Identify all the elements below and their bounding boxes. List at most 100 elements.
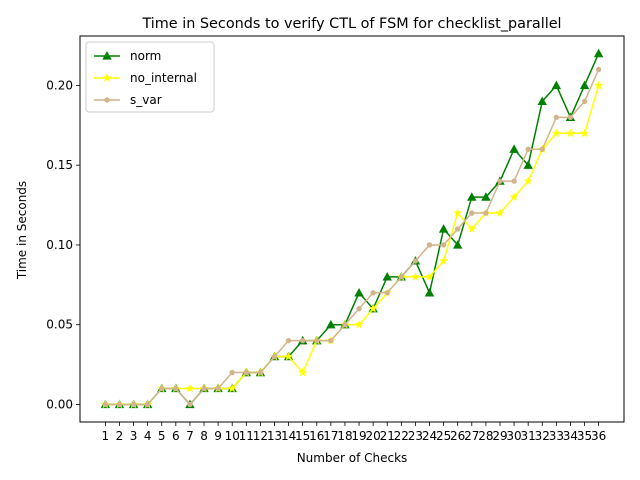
y-axis-label: Time in Seconds: [15, 181, 29, 280]
data-point: [551, 80, 562, 90]
data-point: [173, 385, 179, 392]
x-tick-label: 29: [492, 429, 507, 443]
x-tick-label: 28: [478, 429, 493, 443]
data-point: [483, 210, 489, 216]
legend-label: no_internal: [130, 71, 197, 85]
data-point: [509, 144, 519, 153]
x-tick-label: 34: [563, 429, 578, 443]
x-tick-label: 30: [506, 429, 521, 443]
data-point: [384, 290, 390, 296]
data-point: [201, 385, 207, 392]
legend-marker: [104, 97, 110, 103]
x-tick-label: 16: [309, 429, 324, 443]
data-point: [285, 337, 292, 344]
data-point: [398, 274, 405, 280]
x-tick-label: 15: [295, 429, 310, 443]
x-axis: 1 2 3 4 5 6 7 8 9 1011121314151617181920212223242…: [102, 422, 606, 443]
legend-label: norm: [130, 49, 161, 63]
data-point: [594, 80, 604, 90]
data-point: [130, 401, 137, 408]
data-point: [551, 128, 561, 138]
x-tick-label: 31: [521, 429, 536, 443]
x-tick-label: 7: [186, 429, 194, 443]
x-tick-label: 25: [436, 429, 451, 443]
data-point: [116, 401, 123, 408]
data-point: [497, 178, 503, 184]
data-point: [523, 176, 533, 186]
data-point: [469, 210, 475, 216]
x-tick-label: 20: [365, 429, 380, 443]
data-point: [243, 369, 250, 376]
x-tick-label: 14: [281, 429, 296, 443]
chart-title: Time in Seconds to verify CTL of FSM for…: [141, 16, 561, 32]
data-point: [579, 80, 590, 90]
legend-marker: [102, 73, 112, 82]
x-tick-label: 17: [323, 429, 338, 443]
x-tick-label: 21: [380, 429, 395, 443]
plot-frame: [79, 35, 625, 423]
data-point: [567, 114, 574, 121]
legend-frame: [85, 41, 215, 113]
x-tick-label: 18: [337, 429, 352, 443]
data-point: [438, 224, 449, 233]
data-point: [481, 192, 491, 201]
data-point: [227, 383, 237, 393]
data-point: [565, 128, 575, 138]
data-point: [314, 337, 320, 344]
data-point: [453, 208, 463, 217]
data-point: [356, 306, 362, 312]
x-tick-label: 8: [200, 429, 208, 443]
data-point: [298, 367, 308, 377]
data-point: [593, 48, 604, 58]
data-point: [382, 272, 392, 281]
data-point: [229, 369, 235, 376]
x-tick-label: 11: [239, 429, 254, 443]
y-tick-label: 0.10: [46, 238, 73, 252]
x-tick-label: 4: [144, 429, 152, 443]
data-point: [271, 353, 278, 360]
legend-item: norm: [94, 49, 161, 63]
data-point: [185, 383, 195, 393]
data-point: [509, 192, 519, 201]
x-tick-label: 36: [591, 429, 606, 443]
series-line: [105, 85, 600, 406]
data-point: [299, 337, 306, 344]
data-point: [354, 287, 364, 297]
legend: norm no_internal s_var: [85, 41, 215, 113]
data-point: [454, 226, 461, 232]
data-point: [452, 240, 463, 249]
x-tick-label: 19: [351, 429, 366, 443]
x-tick-label: 22: [394, 429, 409, 443]
data-point: [215, 385, 221, 392]
data-point: [467, 192, 477, 201]
x-tick-label: 35: [577, 429, 592, 443]
data-point: [284, 351, 294, 361]
x-axis-label: Number of Checks: [297, 451, 408, 465]
plot-area: [79, 35, 625, 423]
series-no-internal: [100, 80, 604, 409]
data-point: [511, 178, 517, 184]
x-tick-label: 12: [253, 429, 268, 443]
data-point: [439, 256, 449, 265]
data-point: [187, 401, 193, 408]
data-point: [102, 401, 109, 408]
data-point: [537, 96, 547, 106]
data-point: [553, 114, 560, 121]
legend-item: no_internal: [94, 71, 197, 85]
x-tick-label: 27: [464, 429, 479, 443]
data-point: [495, 208, 505, 217]
data-point: [342, 322, 348, 328]
legend-marker: [102, 51, 112, 60]
data-point: [410, 272, 420, 281]
data-point: [581, 98, 588, 105]
x-tick-label: 9: [214, 429, 222, 443]
data-point: [424, 287, 435, 297]
data-point: [525, 146, 531, 152]
data-point: [523, 160, 533, 169]
x-tick-label: 32: [535, 429, 550, 443]
x-tick-label: 23: [408, 429, 423, 443]
x-tick-label: 5: [158, 429, 166, 443]
x-tick-label: 26: [450, 429, 465, 443]
x-tick-label: 1: [102, 429, 110, 443]
